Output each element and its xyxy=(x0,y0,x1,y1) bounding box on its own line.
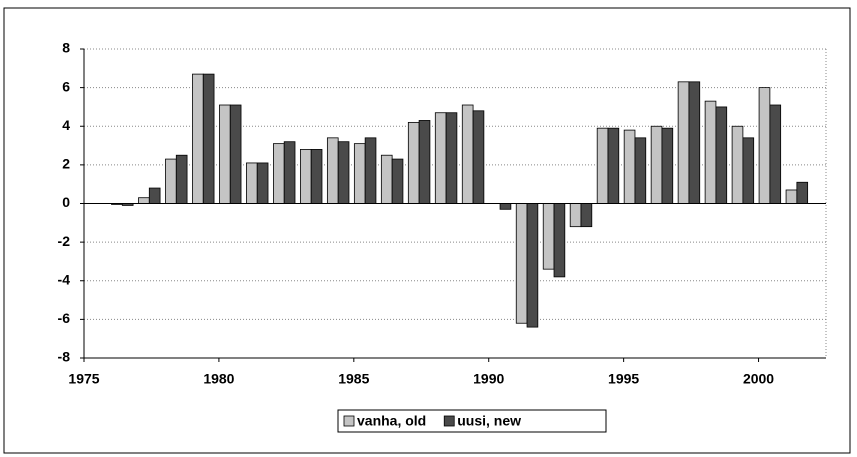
y-tick-label: 8 xyxy=(62,40,70,56)
bar xyxy=(461,104,474,204)
legend-swatch xyxy=(343,415,355,427)
bar xyxy=(758,87,771,204)
x-tick-label: 1980 xyxy=(203,371,234,387)
bar xyxy=(553,203,566,278)
y-tick-label: -2 xyxy=(58,233,71,249)
bar xyxy=(380,154,393,204)
chart-frame xyxy=(3,7,851,454)
bar xyxy=(418,120,431,204)
bar xyxy=(148,187,161,204)
bar xyxy=(542,203,555,270)
y-tick-label: 2 xyxy=(62,156,70,172)
bar xyxy=(219,104,231,204)
x-tick-label: 1990 xyxy=(473,371,504,387)
bar xyxy=(596,127,609,204)
bar xyxy=(515,203,528,324)
legend-box xyxy=(337,409,607,433)
bar xyxy=(283,141,296,204)
legend-label: vanha, old xyxy=(357,413,426,429)
y-tick-label: -8 xyxy=(58,349,71,365)
bar xyxy=(677,81,690,204)
y-tick-label: 4 xyxy=(62,117,70,133)
bar xyxy=(256,162,269,204)
bar xyxy=(192,73,204,204)
bar xyxy=(165,158,177,204)
bar xyxy=(138,197,150,204)
y-tick-label: 6 xyxy=(62,78,70,94)
bar xyxy=(175,154,188,204)
bar xyxy=(434,112,447,204)
legend-swatch xyxy=(443,415,455,427)
legend-label: uusi, new xyxy=(457,413,521,429)
bar xyxy=(364,137,377,204)
x-tick-label: 2000 xyxy=(743,371,774,387)
bar xyxy=(407,121,420,204)
bar xyxy=(731,125,744,204)
bar xyxy=(607,127,620,204)
bar xyxy=(715,106,728,204)
bar xyxy=(769,104,782,204)
bar xyxy=(580,203,593,228)
x-tick-label: 1995 xyxy=(608,371,639,387)
bar xyxy=(499,203,512,210)
y-tick-label: -6 xyxy=(58,310,71,326)
y-tick-label: -4 xyxy=(58,271,71,287)
bar xyxy=(391,158,404,204)
bar xyxy=(569,203,582,228)
bar xyxy=(742,137,755,204)
bar xyxy=(623,129,636,204)
bar xyxy=(246,162,258,204)
x-tick-label: 1985 xyxy=(338,371,369,387)
bar xyxy=(704,100,717,204)
bar xyxy=(273,143,285,204)
bar xyxy=(310,149,323,204)
bar xyxy=(229,104,242,204)
bar xyxy=(299,149,312,204)
bar xyxy=(472,110,485,204)
bar xyxy=(353,143,366,204)
y-tick-label: 0 xyxy=(62,194,70,210)
bar xyxy=(650,125,663,204)
bar xyxy=(785,189,798,204)
bar xyxy=(337,141,350,204)
bar xyxy=(661,127,674,204)
bar xyxy=(445,112,458,204)
bar xyxy=(688,81,701,204)
bar xyxy=(634,137,647,204)
bar xyxy=(796,181,809,204)
bar xyxy=(526,203,539,328)
x-tick-label: 1975 xyxy=(68,371,99,387)
bar xyxy=(326,137,339,204)
bar xyxy=(202,73,215,204)
